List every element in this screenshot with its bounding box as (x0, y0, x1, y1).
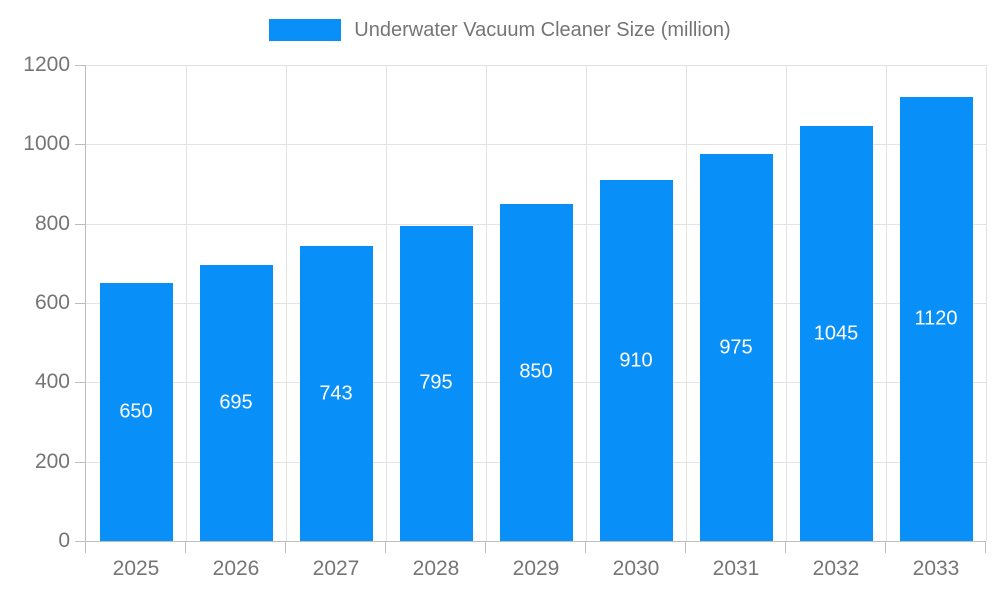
gridline-vertical (286, 65, 287, 541)
y-axis-tick-mark (75, 144, 85, 146)
y-axis-tick-mark (75, 65, 85, 66)
bar-2028[interactable]: 795 (399, 225, 473, 541)
x-axis-tick-label: 2033 (912, 557, 960, 580)
legend-swatch-icon (269, 19, 342, 41)
y-axis-tick-label: 800 (34, 211, 70, 235)
y-axis-tick-label: 600 (34, 291, 70, 314)
bar-value-label: 850 (519, 360, 553, 383)
bar-value-label: 695 (219, 391, 253, 414)
gridline-vertical (486, 65, 487, 541)
x-axis-tick-mark (585, 541, 586, 553)
gridline-horizontal (86, 144, 986, 146)
x-axis-tick-mark (185, 541, 186, 553)
legend-label: Underwater Vacuum Cleaner Size (million) (354, 19, 731, 41)
bar-2032[interactable]: 1045 (799, 126, 873, 541)
legend: Underwater Vacuum Cleaner Size (million) (0, 18, 1000, 42)
bar-2027[interactable]: 743 (299, 246, 373, 541)
x-axis-tick-label: 2031 (712, 557, 760, 580)
x-axis-tick-mark (385, 541, 386, 553)
gridline-horizontal (86, 65, 986, 66)
bar-value-label: 1120 (914, 307, 958, 330)
y-axis-tick-label: 1200 (23, 53, 70, 76)
bar-2030[interactable]: 910 (599, 180, 673, 541)
y-axis-tick-mark (75, 382, 85, 384)
x-axis-tick-mark (985, 541, 986, 553)
gridline-vertical (686, 65, 687, 541)
y-axis-tick-label: 1000 (23, 132, 70, 156)
y-axis-tick-mark (75, 541, 85, 542)
bar-2026[interactable]: 695 (199, 265, 273, 541)
x-axis-tick-label: 2032 (812, 557, 860, 580)
bar-value-label: 975 (719, 336, 753, 359)
x-axis-tick-label: 2027 (312, 557, 360, 580)
x-axis-tick-mark (85, 541, 86, 553)
x-axis-tick-label: 2025 (112, 557, 160, 580)
x-axis-tick-mark (485, 541, 486, 553)
bar-value-label: 910 (619, 349, 653, 372)
bar-2031[interactable]: 975 (699, 154, 773, 541)
x-axis-tick-mark (285, 541, 286, 553)
x-axis-tick-label: 2026 (212, 557, 260, 580)
bar-value-label: 795 (419, 371, 453, 394)
y-axis-tick-mark (75, 461, 85, 463)
bar-2033[interactable]: 1120 (899, 96, 973, 541)
x-axis-tick-label: 2030 (612, 557, 660, 580)
bar-value-label: 650 (119, 400, 153, 423)
gridline-vertical (186, 65, 187, 541)
plot-area: 0 200 400 600 800 1000 1200 650 2025 695 2026 743 20… (23, 53, 987, 580)
bar-value-label: 743 (319, 382, 353, 405)
y-axis-tick-mark (75, 223, 85, 225)
bar-2029[interactable]: 850 (499, 203, 573, 541)
x-axis-tick-mark (685, 541, 686, 553)
gridline-vertical (586, 65, 587, 541)
gridline-vertical (986, 65, 987, 541)
x-axis-tick-label: 2029 (512, 557, 560, 580)
y-axis-tick-label: 0 (58, 529, 70, 552)
bar-value-label: 1045 (813, 322, 859, 345)
x-axis-tick-label: 2028 (412, 557, 460, 580)
y-axis-tick-mark (75, 303, 85, 304)
gridline-vertical (786, 65, 787, 541)
x-axis-tick-mark (885, 541, 886, 553)
x-axis-tick-mark (785, 541, 786, 553)
gridline-vertical (386, 65, 387, 541)
bar-2025[interactable]: 650 (99, 283, 173, 541)
gridline-vertical (886, 65, 887, 541)
y-axis-tick-label: 200 (34, 449, 70, 473)
legend-item[interactable]: Underwater Vacuum Cleaner Size (million) (269, 18, 731, 42)
y-axis-tick-label: 400 (34, 370, 70, 394)
